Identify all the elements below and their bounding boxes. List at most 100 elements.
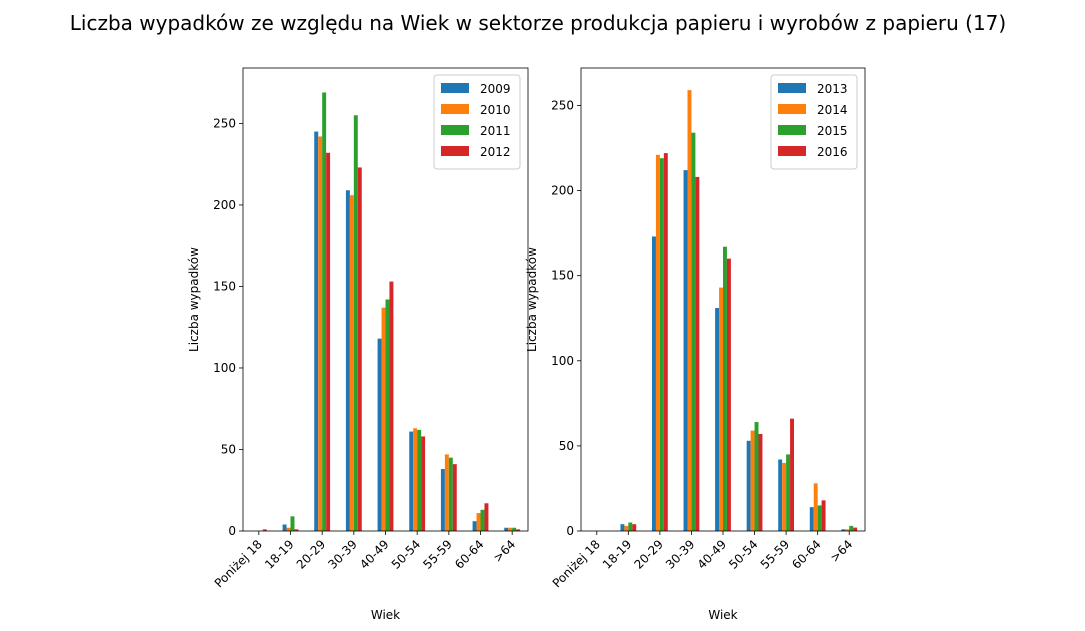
bar-2010->64 — [508, 527, 513, 531]
legend-swatch — [778, 83, 806, 93]
bar-2009-20-29 — [314, 131, 319, 531]
bar-2014-30-39 — [687, 90, 692, 532]
bar-2009->64 — [504, 527, 509, 531]
legend-label: 2011 — [480, 124, 511, 138]
bar-2010-50-54 — [413, 428, 418, 531]
bar-2011-30-39 — [353, 115, 358, 531]
bar-2015-55-59 — [786, 454, 791, 531]
bar-2009-30-39 — [345, 190, 350, 532]
bar-2011-18-19 — [290, 516, 295, 531]
legend-label: 2015 — [817, 124, 848, 138]
bar-2016-55-59 — [790, 418, 794, 531]
x-axis-label: Wiek — [371, 608, 400, 622]
bar-2010-30-39 — [349, 195, 354, 531]
x-tick-label: 40-49 — [357, 537, 392, 572]
bar-2014-60-64 — [813, 483, 818, 531]
y-tick-label: 0 — [228, 524, 236, 538]
bar-2016->64 — [853, 527, 858, 531]
legend-swatch — [778, 104, 806, 114]
bar-2012-18-19 — [294, 529, 299, 531]
bar-2015-40-49 — [723, 246, 727, 531]
bar-2013-55-59 — [778, 459, 783, 531]
bar-2012-Poniżej 18 — [262, 529, 267, 531]
bar-2013-20-29 — [652, 236, 656, 532]
y-tick-label: 100 — [213, 361, 236, 375]
bar-2009-55-59 — [440, 469, 445, 531]
y-axis-label: Liczba wypadków — [187, 247, 201, 352]
bar-2016-20-29 — [663, 153, 668, 531]
x-axis-label: Wiek — [708, 608, 737, 622]
x-tick-label: 30-39 — [325, 537, 360, 572]
y-tick-label: 150 — [213, 279, 236, 293]
bar-2012-40-49 — [389, 281, 394, 531]
legend-label: 2013 — [817, 82, 848, 96]
legend-swatch — [441, 146, 469, 156]
y-tick-label: 50 — [221, 442, 236, 456]
bar-2011-55-59 — [448, 457, 453, 531]
bar-2013-50-54 — [746, 440, 751, 531]
bar-2015->64 — [849, 525, 854, 531]
chart-left: 0 50 100 150 200 250 Poniżej 1818-1920-2930-39… — [187, 67, 529, 622]
legend-swatch — [441, 83, 469, 93]
x-tick-label: 40-49 — [695, 537, 730, 572]
x-tick-label: Poniżej 18 — [550, 537, 603, 590]
bar-2016-40-49 — [726, 258, 731, 531]
legend-label: 2010 — [480, 103, 511, 117]
y-tick-label: 150 — [551, 269, 574, 283]
y-axis-label: Liczba wypadków — [525, 247, 539, 352]
bar-2011-20-29 — [322, 92, 327, 531]
bar-2012-20-29 — [326, 152, 331, 531]
x-tick-label: 20-29 — [294, 537, 329, 572]
bar-2010-40-49 — [381, 307, 386, 531]
x-tick-label: 60-64 — [452, 537, 487, 572]
bar-2014-55-59 — [782, 462, 787, 531]
y-tick-label: 250 — [213, 116, 236, 130]
y-tick-label: 100 — [551, 354, 574, 368]
bar-2011-50-54 — [417, 429, 422, 531]
legend: 2013 2014 2015 2016 — [770, 74, 858, 170]
legend-swatch — [778, 125, 806, 135]
bar-2010-55-59 — [444, 454, 449, 531]
bar-2014-40-49 — [719, 287, 723, 531]
bar-2009-50-54 — [409, 431, 414, 531]
y-tick-label: 50 — [559, 439, 574, 453]
bar-2013-30-39 — [683, 170, 688, 531]
bar-2011-60-64 — [480, 509, 485, 531]
legend-label: 2016 — [817, 145, 848, 159]
x-tick-label: 55-59 — [420, 537, 455, 572]
x-tick-label: 55-59 — [758, 537, 793, 572]
bar-2012-50-54 — [421, 436, 426, 531]
x-tick-label: 18-19 — [600, 537, 635, 572]
x-tick-label: 50-54 — [726, 537, 761, 572]
legend-swatch — [441, 104, 469, 114]
bar-2015-60-64 — [817, 505, 822, 531]
bar-2010-20-29 — [318, 136, 323, 531]
legend-swatch — [441, 125, 469, 135]
bar-2014-50-54 — [750, 430, 755, 531]
bar-2013->64 — [841, 529, 846, 531]
x-tick-label: Poniżej 18 — [212, 537, 265, 590]
y-tick-label: 0 — [566, 524, 574, 538]
legend: 2009 2010 2011 2012 — [433, 74, 521, 170]
figure-title: Liczba wypadków ze względu na Wiek w sek… — [70, 11, 1006, 35]
bar-2012-30-39 — [357, 167, 362, 531]
bar-2010-18-19 — [286, 527, 291, 531]
bar-2016-60-64 — [821, 500, 826, 531]
bar-2015-18-19 — [628, 522, 633, 531]
y-tick-label: 250 — [551, 98, 574, 112]
bar-2009-40-49 — [377, 338, 382, 531]
bar-2012->64 — [516, 529, 521, 531]
legend-label: 2014 — [817, 103, 848, 117]
bar-2013-18-19 — [620, 524, 625, 531]
bar-2015-30-39 — [691, 132, 696, 531]
x-tick-label: >64 — [828, 537, 856, 565]
y-tick-label: 200 — [213, 198, 236, 212]
chart-right: 0 50 100 150 200 250 Poniżej 1818-1920-2930-39… — [525, 67, 866, 622]
bar-2009-60-64 — [472, 521, 477, 531]
x-tick-label: 30-39 — [663, 537, 698, 572]
bar-2014-18-19 — [624, 525, 629, 531]
x-tick-label: 18-19 — [262, 537, 297, 572]
bar-2013-40-49 — [715, 308, 720, 531]
y-tick-label: 200 — [551, 184, 574, 198]
